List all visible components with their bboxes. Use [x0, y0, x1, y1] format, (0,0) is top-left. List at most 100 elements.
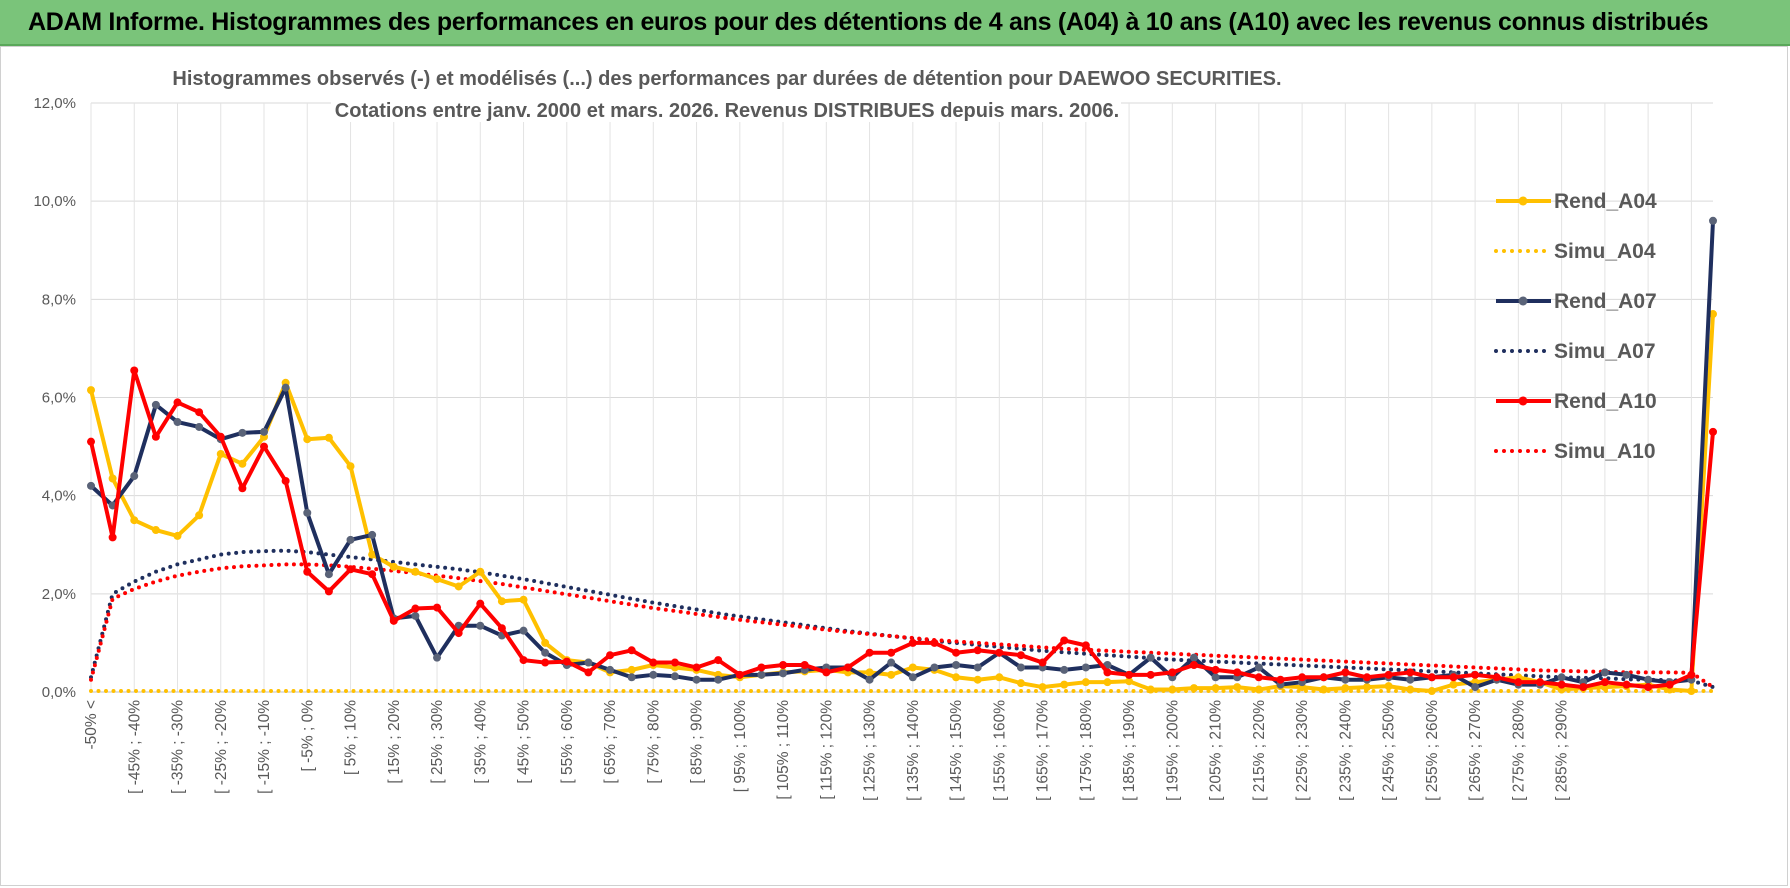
data-point — [541, 658, 550, 667]
data-point — [195, 511, 204, 520]
data-point — [1406, 668, 1415, 677]
y-tick-label: 10,0% — [33, 193, 76, 210]
data-point — [216, 432, 225, 441]
y-axis: 0,0% 2,0% 4,0% 6,0% 8,0% 10,0% 12,0% — [33, 95, 76, 701]
data-point — [1254, 663, 1263, 672]
x-tick-label: [ 5% ; 10% — [343, 700, 360, 775]
data-point — [411, 611, 420, 620]
data-point — [238, 484, 247, 493]
data-point — [173, 418, 182, 427]
data-point — [865, 668, 874, 677]
data-point — [1254, 673, 1263, 682]
data-point — [1341, 675, 1350, 684]
legend-item-Simu_A07: Simu_A07 — [1494, 340, 1656, 363]
data-point — [649, 670, 658, 679]
data-point — [562, 657, 571, 666]
data-point — [411, 567, 420, 576]
data-point — [1362, 683, 1371, 692]
data-point — [757, 663, 766, 672]
x-tick-label: [ 95% ; 100% — [732, 700, 749, 792]
x-tick-label: [ 275% ; 280% — [1510, 700, 1527, 801]
data-point — [303, 435, 312, 444]
data-point — [389, 562, 398, 571]
data-point — [670, 672, 679, 681]
data-point — [714, 675, 723, 684]
data-point — [1233, 683, 1242, 692]
data-point — [1319, 673, 1328, 682]
data-point — [1535, 678, 1544, 687]
data-point — [324, 587, 333, 596]
data-point — [1189, 684, 1198, 693]
data-point — [1125, 670, 1134, 679]
data-point — [1211, 684, 1220, 693]
data-point — [1471, 683, 1480, 692]
x-axis: -50% < [ -45% ; -40% [ -35% ; -30% [ -25% ;… — [83, 691, 1713, 801]
series-Rend_A04 — [87, 310, 1717, 696]
data-point — [1125, 677, 1134, 686]
data-point — [627, 665, 636, 674]
data-point — [368, 570, 377, 579]
legend-label: Rend_A04 — [1554, 190, 1657, 213]
x-tick-label: [ 205% ; 210% — [1208, 700, 1225, 801]
data-point — [779, 661, 788, 670]
x-tick-label: [ 285% ; 290% — [1554, 700, 1571, 801]
data-point — [411, 604, 420, 613]
x-tick-label: [ -5% ; 0% — [299, 700, 316, 772]
data-point — [1298, 673, 1307, 682]
data-point — [1644, 675, 1653, 684]
x-tick-label: [ 35% ; 40% — [472, 700, 489, 784]
data-point — [130, 472, 139, 481]
data-point — [281, 383, 290, 392]
data-point — [1319, 685, 1328, 694]
x-tick-label: [ -45% ; -40% — [126, 700, 143, 794]
legend-label: Simu_A10 — [1554, 440, 1656, 463]
data-point — [1709, 216, 1717, 225]
data-point — [1168, 685, 1177, 694]
data-point — [519, 656, 528, 665]
data-point — [476, 621, 485, 630]
data-point — [195, 408, 204, 417]
data-point — [670, 658, 679, 667]
x-tick-label: [ 215% ; 220% — [1251, 700, 1268, 801]
x-tick-label: [ 145% ; 150% — [948, 700, 965, 801]
x-tick-label: [ 165% ; 170% — [1035, 700, 1052, 801]
y-tick-label: 0,0% — [42, 684, 76, 701]
series-Simu_A10 — [89, 562, 1715, 690]
data-point — [952, 673, 961, 682]
data-point — [1341, 668, 1350, 677]
x-tick-label: [ 155% ; 160% — [991, 700, 1008, 801]
data-point — [1168, 668, 1177, 677]
data-point — [1146, 685, 1155, 694]
data-point — [238, 428, 247, 437]
legend-label: Simu_A04 — [1554, 240, 1656, 263]
data-point — [1103, 668, 1112, 677]
data-point — [779, 669, 788, 678]
data-point — [1016, 679, 1025, 688]
data-point — [714, 656, 723, 665]
x-tick-label: [ -15% ; -10% — [256, 700, 273, 794]
data-point — [800, 661, 809, 670]
chart-title-line1: Histogrammes observés (-) et modélisés (… — [172, 68, 1281, 90]
data-point — [281, 476, 290, 485]
y-tick-label: 6,0% — [42, 390, 76, 407]
series-line-Simu_A07 — [89, 548, 1715, 690]
data-point — [454, 582, 463, 591]
data-point — [151, 526, 160, 535]
data-point — [865, 648, 874, 657]
x-tick-label: [ 105% ; 110% — [775, 700, 792, 800]
data-point — [173, 531, 182, 540]
data-point — [973, 675, 982, 684]
data-point — [454, 629, 463, 638]
data-point — [1038, 683, 1047, 692]
data-point — [303, 567, 312, 576]
data-point — [606, 665, 615, 674]
y-tick-label: 12,0% — [33, 95, 76, 112]
x-tick-label: [ -25% ; -20% — [213, 700, 230, 794]
series-line-Rend_A10 — [89, 368, 1715, 690]
data-point — [433, 653, 442, 662]
data-point — [1600, 678, 1609, 687]
x-tick-label: [ 265% ; 270% — [1467, 700, 1484, 801]
report-banner: ADAM Informe. Histogrammes des performan… — [0, 0, 1790, 46]
x-tick-label: [ 45% ; 50% — [516, 700, 533, 784]
x-tick-label: [ 85% ; 90% — [689, 700, 706, 784]
